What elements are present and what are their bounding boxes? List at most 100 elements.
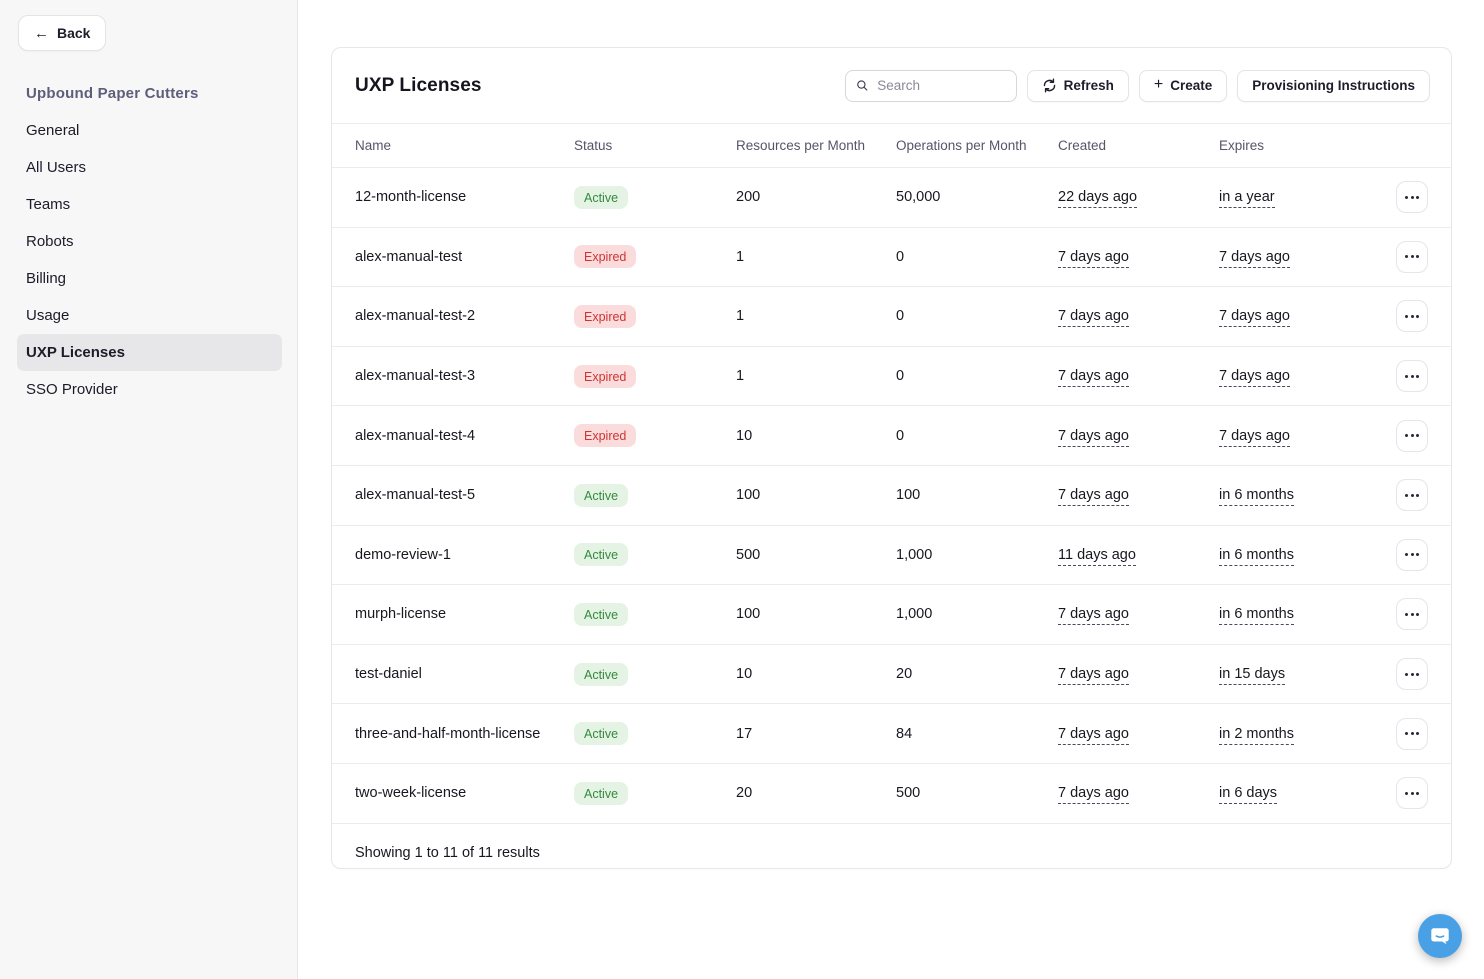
ellipsis-icon	[1405, 612, 1419, 616]
license-name: two-week-license	[355, 785, 467, 802]
created-date[interactable]: 7 days ago	[1058, 606, 1129, 626]
search-input[interactable]	[875, 77, 1006, 94]
resources-per-month: 10	[736, 666, 753, 683]
license-name: three-and-half-month-license	[355, 725, 541, 742]
operations-per-month: 1,000	[896, 546, 933, 563]
created-date[interactable]: 7 days ago	[1058, 427, 1129, 447]
row-actions-button[interactable]	[1396, 479, 1428, 512]
created-date[interactable]: 11 days ago	[1058, 546, 1136, 566]
table-row: alex-manual-test-4 Expired 10 0 7 days a…	[332, 406, 1451, 466]
row-actions-button[interactable]	[1396, 300, 1428, 333]
sidebar-item-general[interactable]: General	[26, 122, 80, 139]
license-name: alex-manual-test-5	[355, 487, 476, 504]
created-date[interactable]: 7 days ago	[1058, 308, 1129, 328]
sidebar-item-usage[interactable]: Usage	[26, 307, 70, 324]
resources-per-month: 20	[736, 785, 753, 802]
row-actions-button[interactable]	[1396, 538, 1428, 571]
column-header-expires: Expires	[1219, 138, 1265, 153]
row-actions-button[interactable]	[1396, 717, 1428, 750]
license-name: alex-manual-test-2	[355, 308, 476, 325]
chat-bubble-icon	[1431, 928, 1449, 945]
created-date[interactable]: 7 days ago	[1058, 487, 1129, 507]
status-badge: Active	[574, 602, 629, 626]
expires-date[interactable]: 7 days ago	[1219, 248, 1290, 268]
created-date[interactable]: 7 days ago	[1058, 785, 1129, 805]
org-title: Upbound Paper Cutters	[26, 85, 199, 102]
status-badge: Expired	[574, 245, 637, 269]
row-actions-button[interactable]	[1396, 419, 1428, 452]
licenses-card: UXP Licenses Refresh	[331, 47, 1452, 869]
row-actions-button[interactable]	[1396, 240, 1428, 273]
ellipsis-icon	[1405, 732, 1419, 736]
status-badge: Active	[574, 483, 629, 507]
expires-date[interactable]: in 6 months	[1219, 546, 1294, 566]
back-button[interactable]: ← Back	[18, 15, 107, 51]
expires-date[interactable]: in 2 months	[1219, 725, 1294, 745]
status-badge: Expired	[574, 304, 637, 328]
operations-per-month: 1,000	[896, 606, 933, 623]
column-header-created: Created	[1058, 138, 1107, 153]
refresh-label: Refresh	[1063, 78, 1114, 93]
resources-per-month: 500	[736, 546, 761, 563]
expires-date[interactable]: in a year	[1219, 189, 1275, 209]
page-title: UXP Licenses	[355, 74, 482, 96]
resources-per-month: 100	[736, 606, 761, 623]
table-row: murph-license Active 100 1,000 7 days ag…	[332, 585, 1451, 645]
created-date[interactable]: 7 days ago	[1058, 248, 1129, 268]
column-header-resources: Resources per Month	[736, 138, 866, 153]
table-header: Name Status Resources per Month Operatio…	[332, 123, 1451, 168]
status-badge: Active	[574, 185, 629, 209]
sidebar-items: General All Users Teams Robots Billing Usage U…	[17, 112, 282, 408]
sidebar-item-uxp-licenses[interactable]: UXP Licenses	[17, 334, 282, 371]
row-actions-button[interactable]	[1396, 598, 1428, 631]
expires-date[interactable]: 7 days ago	[1219, 308, 1290, 328]
column-header-status: Status	[574, 138, 613, 153]
refresh-icon	[1043, 78, 1055, 93]
row-actions-button[interactable]	[1396, 360, 1428, 393]
expires-date[interactable]: in 6 months	[1219, 606, 1294, 626]
row-actions-button[interactable]	[1396, 777, 1428, 810]
row-actions-button[interactable]	[1396, 181, 1428, 214]
created-date[interactable]: 7 days ago	[1058, 666, 1129, 686]
plus-icon: +	[1153, 76, 1164, 93]
table-row: alex-manual-test Expired 1 0 7 days ago …	[332, 228, 1451, 288]
created-date[interactable]: 7 days ago	[1058, 725, 1129, 745]
expires-date[interactable]: in 15 days	[1219, 666, 1286, 686]
table-row: two-week-license Active 20 500 7 days ag…	[332, 764, 1451, 823]
operations-per-month: 84	[896, 725, 913, 742]
sidebar-item-all-users[interactable]: All Users	[26, 159, 87, 176]
table-row: three-and-half-month-license Active 17 8…	[332, 704, 1451, 764]
ellipsis-icon	[1405, 791, 1419, 795]
status-badge: Active	[574, 543, 629, 567]
sidebar-item-sso-provider[interactable]: SSO Provider	[26, 381, 118, 398]
chat-launcher-button[interactable]	[1418, 914, 1462, 958]
operations-per-month: 100	[896, 487, 921, 504]
resources-per-month: 200	[736, 189, 761, 206]
operations-per-month: 0	[896, 248, 905, 265]
expires-date[interactable]: 7 days ago	[1219, 368, 1290, 388]
create-button[interactable]: + Create	[1138, 69, 1228, 102]
refresh-button[interactable]: Refresh	[1026, 69, 1129, 102]
expires-date[interactable]: in 6 days	[1219, 785, 1278, 805]
sidebar: ← Back Upbound Paper Cutters General All …	[0, 0, 298, 979]
ellipsis-icon	[1405, 374, 1419, 378]
created-date[interactable]: 22 days ago	[1058, 189, 1138, 209]
license-name: alex-manual-test-3	[355, 368, 476, 385]
row-actions-button[interactable]	[1396, 658, 1428, 691]
expires-date[interactable]: 7 days ago	[1219, 427, 1290, 447]
created-date[interactable]: 7 days ago	[1058, 368, 1129, 388]
status-badge: Expired	[574, 364, 637, 388]
card-header: UXP Licenses Refresh	[332, 48, 1451, 123]
results-summary: Showing 1 to 11 of 11 results	[355, 844, 540, 861]
provisioning-instructions-button[interactable]: Provisioning Instructions	[1237, 69, 1430, 102]
sidebar-item-robots[interactable]: Robots	[26, 233, 74, 250]
sidebar-item-teams[interactable]: Teams	[26, 196, 71, 213]
column-header-operations: Operations per Month	[896, 138, 1027, 153]
back-arrow-icon: ←	[34, 24, 49, 42]
sidebar-item-billing[interactable]: Billing	[26, 270, 67, 287]
sidebar-nav: Upbound Paper Cutters General All Users Te…	[17, 75, 282, 408]
table-body: 12-month-license Active 200 50,000 22 da…	[332, 168, 1451, 823]
search-box[interactable]	[844, 69, 1017, 102]
expires-date[interactable]: in 6 months	[1219, 487, 1294, 507]
